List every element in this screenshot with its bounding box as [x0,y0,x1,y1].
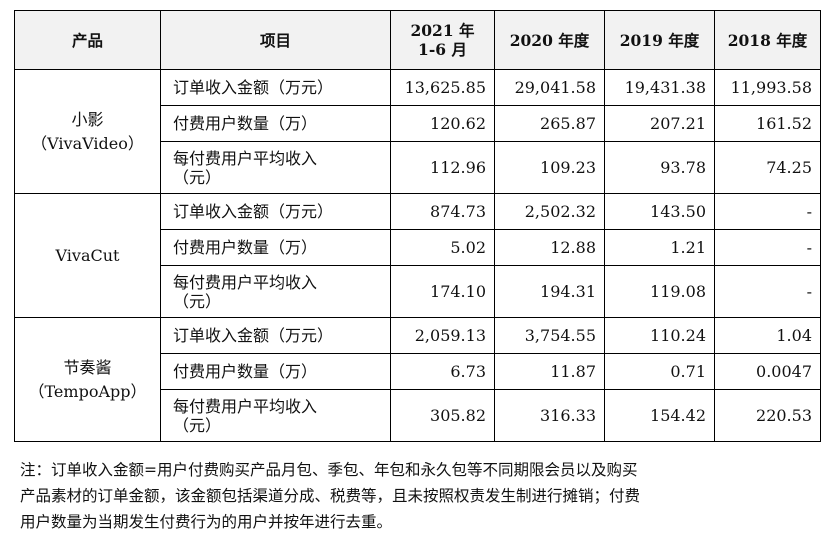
metric-label-line: 每付费用户平均收入 [173,272,318,292]
value-cell-2020: 2,502.32 [494,193,605,230]
value-cell-2018: 11,993.58 [714,69,821,106]
footnote-line: 用户数量为当期发生付费行为的用户并按年进行去重。 [20,513,393,531]
revenue-table: 产品 项目 2021 年 1-6 月 2020 年度 2019 年度 2018 … [14,10,821,442]
header-product: 产品 [14,10,161,70]
value-cell-2018: 220.53 [714,389,821,442]
metric-label-cell: 订单收入金额（万元） [160,193,391,230]
metric-label-line: （元） [173,291,222,311]
table-row: 节奏酱 （TempoApp） 订单收入金额（万元） 2,059.13 3,754.55 1… [14,317,821,442]
value-cell-2021: 6.73 [390,353,495,390]
header-2018: 2018 年度 [714,10,821,70]
table-row: 每付费用户平均收入 （元） 174.10 194.31 119.08- [15,265,821,318]
metric-label-line: 订单收入金额（万元） [173,202,334,221]
value-cell-2021: 2,059.13 [390,317,495,354]
value-cell-2019: 110.24 [604,317,715,354]
metric-label-cell: 每付费用户平均收入 （元） [160,141,391,194]
header-row: 产品 项目 2021 年 1-6 月 2020 年度 2019 年度 2018 … [14,10,821,70]
value-cell-2018: 1.04 [714,317,821,354]
header-2021h1: 2021 年 1-6 月 [390,10,495,70]
header-2021-line1: 2021 年 [410,21,475,40]
value-cell-2020: 265.87 [494,105,605,142]
value-cell-2019: 119.08 [604,265,715,318]
value-cell-2018: 0.0047 [714,353,821,390]
value-cell-2020: 3,754.55 [494,317,605,354]
table-row: 付费用户数量（万） 120.62 265.87 207.21 161.52 [15,105,821,142]
table-row: 每付费用户平均收入 （元） 112.96 109.23 93.78 74.25 [15,141,821,194]
footnote-line: 产品素材的订单金额，该金额包括渠道分成、税费等，且未按照权责发生制进行摊销；付费 [20,487,641,505]
metric-label-cell: 每付费用户平均收入 （元） [160,265,391,318]
product-name-cell: 节奏酱 （TempoApp） [14,317,161,442]
value-cell-2021: 5.02 [390,229,495,266]
product-name-cell: 小影 （VivaVideo） [14,69,161,194]
footnote: 注：订单收入金额=用户付费购买产品月包、季包、年包和永久包等不同期限会员以及购买… [20,457,820,535]
product-name-line: 节奏酱 [63,357,112,377]
metric-label-line: 付费用户数量（万） [173,362,318,381]
value-cell-2018: - [714,229,821,266]
metric-label-line: 每付费用户平均收入 [173,396,318,416]
value-cell-2021: 13,625.85 [390,69,495,106]
metric-label-cell: 订单收入金额（万元） [160,69,391,106]
header-2019: 2019 年度 [604,10,715,70]
value-cell-2020: 29,041.58 [494,69,605,106]
metric-label-cell: 订单收入金额（万元） [160,317,391,354]
value-cell-2021: 874.73 [390,193,495,230]
header-2020: 2020 年度 [494,10,605,70]
value-cell-2018: - [714,265,821,318]
value-cell-2019: 207.21 [604,105,715,142]
value-cell-2020: 11.87 [494,353,605,390]
header-2021-line2: 1-6 月 [418,40,467,59]
value-cell-2020: 12.88 [494,229,605,266]
value-cell-2019: 1.21 [604,229,715,266]
metric-label-cell: 付费用户数量（万） [160,229,391,266]
value-cell-2019: 0.71 [604,353,715,390]
value-cell-2020: 194.31 [494,265,605,318]
value-cell-2019: 19,431.38 [604,69,715,106]
metric-label-cell: 付费用户数量（万） [160,353,391,390]
value-cell-2020: 109.23 [494,141,605,194]
value-cell-2019: 154.42 [604,389,715,442]
metric-label-line: （元） [173,415,222,435]
value-cell-2021: 305.82 [390,389,495,442]
value-cell-2018: 161.52 [714,105,821,142]
value-cell-2021: 112.96 [390,141,495,194]
value-cell-2019: 93.78 [604,141,715,194]
product-name-line: （TempoApp） [28,381,147,401]
product-name-cell: VivaCut [14,193,161,318]
value-cell-2018: 74.25 [714,141,821,194]
metric-label-line: 每付费用户平均收入 [173,148,318,168]
footnote-line: 注：订单收入金额=用户付费购买产品月包、季包、年包和永久包等不同期限会员以及购买 [20,461,638,479]
metric-label-cell: 付费用户数量（万） [160,105,391,142]
table-row: 付费用户数量（万） 6.73 11.87 0.71 0.0047 [15,353,821,390]
metric-label-line: 付费用户数量（万） [173,114,318,133]
header-item: 项目 [160,10,391,70]
table-row: 小影 （VivaVideo） 订单收入金额（万元） 13,625.85 29,041.5… [14,69,821,194]
value-cell-2018: - [714,193,821,230]
table-row: 每付费用户平均收入 （元） 305.82 316.33 154.42 220.53 [15,389,821,442]
metric-label-line: 付费用户数量（万） [173,238,318,257]
value-cell-2019: 143.50 [604,193,715,230]
metric-label-cell: 每付费用户平均收入 （元） [160,389,391,442]
metric-label-line: 订单收入金额（万元） [173,78,334,97]
table-row: VivaCut 订单收入金额（万元） 874.73 2,502.32 143.50- [14,193,821,318]
metric-label-line: （元） [173,167,222,187]
product-name-line: （VivaVideo） [31,133,144,153]
product-name-line: VivaCut [55,245,120,265]
metric-label-line: 订单收入金额（万元） [173,326,334,345]
value-cell-2020: 316.33 [494,389,605,442]
value-cell-2021: 174.10 [390,265,495,318]
product-name-line: 小影 [71,109,104,129]
value-cell-2021: 120.62 [390,105,495,142]
